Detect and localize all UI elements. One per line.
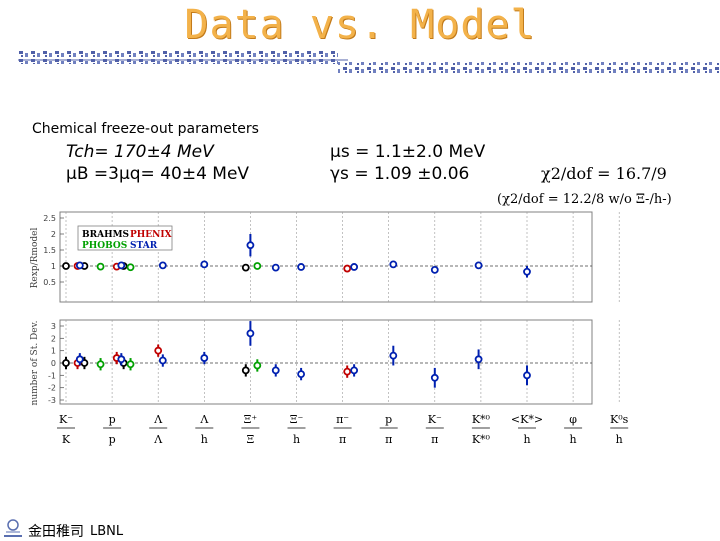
deviation-point-star (350, 366, 359, 375)
ratio-point-phobos (96, 262, 105, 271)
xlabel-denominator: h (616, 433, 623, 446)
deviation-ytick-label: 3 (51, 322, 56, 331)
deviation-point-star (271, 366, 280, 375)
deviation-point-star (474, 355, 483, 364)
slide-title: Data vs. Model (184, 2, 536, 48)
deviation-point-phobos (126, 360, 135, 369)
legend-entry-phenix: PHENIX (130, 230, 172, 240)
ratio-ytick-label: 0.5 (43, 278, 56, 287)
deviation-point-star (200, 354, 209, 362)
ratio-point-star (117, 261, 126, 270)
deviation-ytick-label: -2 (48, 384, 56, 393)
xlabel-denominator: h (570, 433, 577, 446)
deviation-ytick-label: -3 (48, 396, 56, 405)
ratio-point-star (474, 261, 483, 270)
ratio-point-phenix (343, 264, 352, 273)
xlabel-denominator: h (201, 433, 208, 446)
deviation-point-star (523, 371, 531, 380)
ratio-point-star (200, 260, 209, 269)
xlabel-numerator: K⁻ (59, 413, 73, 426)
ratio-ylabel: Rexp/Rmodel (30, 228, 40, 289)
xlabel-numerator: φ (569, 413, 577, 426)
ratio-point-star (297, 263, 306, 271)
tch-value: Tch= 170±4 MeV (66, 142, 214, 162)
ratio-point-phobos (253, 262, 262, 270)
deviation-point-phobos (253, 361, 262, 370)
xlabel-numerator: K⁻ (428, 413, 442, 426)
deviation-point-star (75, 355, 84, 364)
deviation-point-brahms (241, 366, 250, 375)
xlabel-numerator: π⁻ (336, 413, 349, 426)
subtitle: Chemical freeze-out parameters (32, 121, 259, 137)
ratio-ytick-label: 2 (51, 230, 56, 239)
deviation-ytick-label: 1 (51, 347, 56, 356)
deviation-point-star (158, 356, 167, 365)
ratio-point-star (246, 241, 255, 250)
ratio-point-star (158, 261, 167, 270)
deviation-point-brahms (62, 359, 70, 367)
chi2-alt-value: (χ2/dof = 12.2/8 w/o Ξ-/h-) (497, 192, 672, 207)
deviation-point-star (389, 351, 398, 360)
deviation-point-phenix (154, 346, 163, 355)
deviation-ytick-label: 0 (51, 359, 56, 368)
deviation-point-star (297, 370, 306, 379)
xlabel-numerator: K⁰s (610, 413, 629, 426)
ratio-point-brahms (62, 262, 70, 270)
ratio-point-star (75, 261, 84, 270)
footer-text: LBNL (90, 524, 124, 539)
deviation-point-star (117, 355, 126, 364)
ratio-ytick-label: 1 (51, 262, 56, 271)
ratio-point-star (271, 263, 280, 272)
chi2-value: χ2/dof = 16.7/9 (541, 164, 667, 183)
xlabel-numerator: Ξ⁻ (290, 413, 304, 426)
xlabel-denominator: K*⁰ (472, 433, 491, 446)
footer-logo (4, 519, 22, 537)
mus-value: μs = 1.1±2.0 MeV (330, 142, 486, 162)
xlabel-numerator: Ξ⁺ (244, 413, 258, 426)
deviation-ytick-label: 2 (51, 334, 56, 343)
xlabel-denominator: π (385, 433, 392, 446)
deviation-point-star (246, 329, 255, 338)
deviation-panel-frame (59, 319, 593, 405)
ratio-point-star (389, 260, 398, 269)
deviation-point-star (430, 373, 439, 382)
legend-entry-brahms: BRAHMS (82, 230, 129, 240)
xlabel-denominator: Ξ (247, 433, 255, 446)
ratio-point-brahms (241, 263, 250, 272)
mub-value: μB =3μq= 40±4 MeV (66, 164, 250, 184)
xlabel-denominator: h (293, 433, 300, 446)
ratio-point-phobos (126, 263, 135, 272)
xlabel-denominator: p (109, 433, 116, 446)
gammas-value: γs = 1.09 ±0.06 (330, 164, 470, 184)
deviation-ytick-label: -1 (48, 371, 56, 380)
legend-entry-phobos: PHOBOS (82, 241, 127, 251)
xlabel-numerator: K*⁰ (472, 413, 491, 426)
ratio-ytick-label: 1.5 (43, 246, 56, 255)
legend-entry-star: STAR (130, 241, 158, 251)
deviation-point-phobos (96, 360, 105, 369)
ratio-panel-frame (59, 211, 593, 303)
ratio-ytick-label: 2.5 (43, 214, 56, 223)
xlabel-numerator: p (385, 413, 392, 426)
xlabel-denominator: Λ (153, 433, 163, 446)
xlabel-denominator: h (523, 433, 530, 446)
xlabel-denominator: K (62, 433, 71, 446)
legend-box (77, 225, 173, 251)
deviation-ylabel: number of St. Dev. (30, 320, 40, 405)
xlabel-denominator: π (339, 433, 346, 446)
decorative-band (18, 50, 720, 74)
ratio-point-star (350, 263, 359, 271)
xlabel-numerator: <K*> (511, 413, 543, 426)
footer-cjk: 金田稚司 (28, 524, 84, 540)
ratio-point-star (430, 265, 439, 274)
xlabel-numerator: Λ (153, 413, 163, 426)
ratio-point-star (523, 267, 531, 276)
xlabel-numerator: p (109, 413, 116, 426)
deviation-point-phenix (343, 367, 352, 376)
xlabel-denominator: π (431, 433, 438, 446)
xlabel-numerator: Λ (199, 413, 209, 426)
